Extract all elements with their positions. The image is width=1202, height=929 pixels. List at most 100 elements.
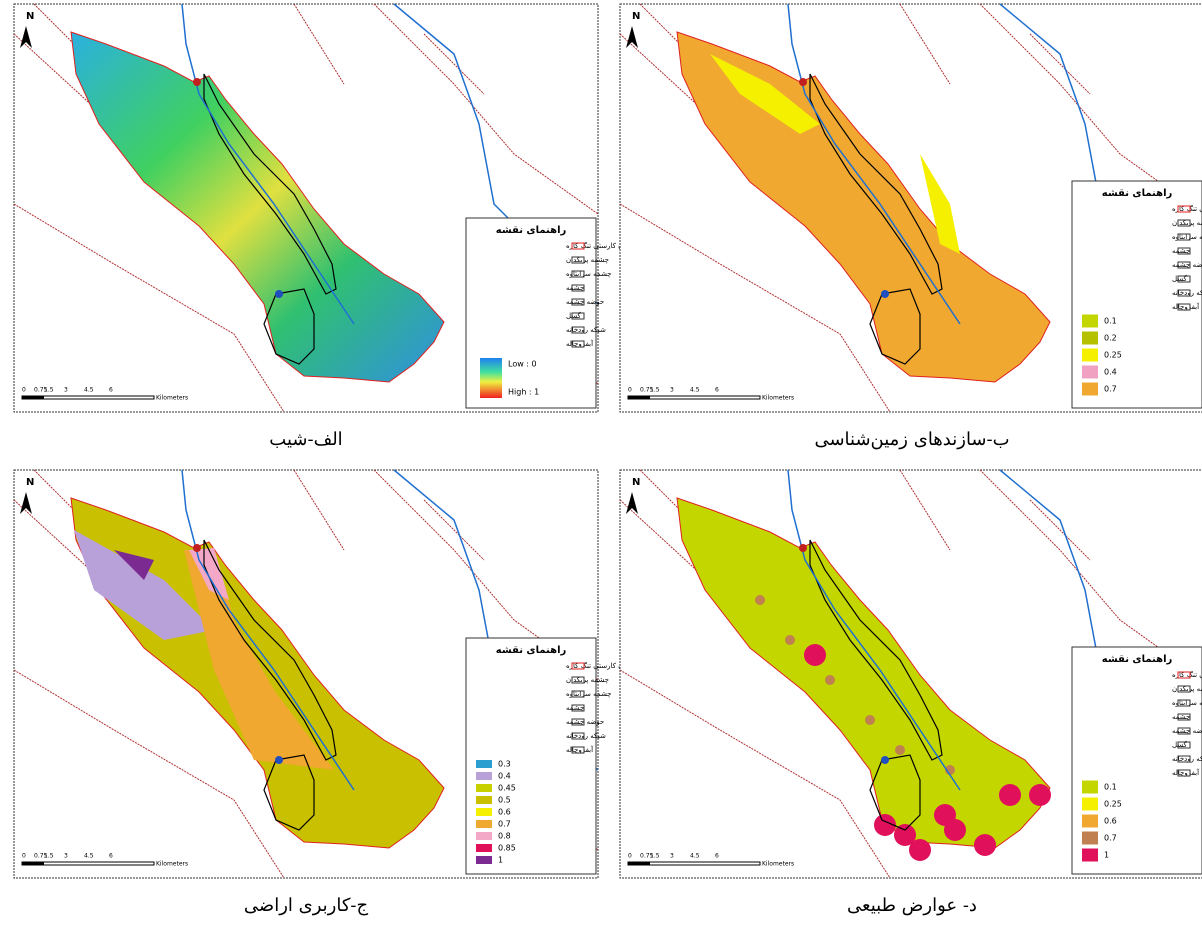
class-swatch <box>476 820 492 828</box>
class-label: 0.2 <box>1104 334 1117 343</box>
class-label: 0.5 <box>498 796 511 805</box>
scale-bar <box>628 862 650 865</box>
class-swatch <box>476 796 492 804</box>
spring <box>799 544 807 552</box>
legend-title: راهنمای نقشه <box>496 225 567 236</box>
scale-unit: Kilometers <box>762 395 794 402</box>
scale-unit: Kilometers <box>156 861 188 868</box>
class-label: 0.1 <box>1104 317 1117 326</box>
map-panel: N00.751.534.56Kilometersراهنمای نقشهمحدو… <box>14 4 662 412</box>
class-label: 0.6 <box>1104 817 1117 826</box>
class-label: 0.45 <box>498 784 516 793</box>
class-label: 0.25 <box>1104 351 1122 360</box>
buffer <box>999 784 1021 806</box>
north-label: N <box>26 477 34 488</box>
class-label: 0.85 <box>498 844 516 853</box>
buffer <box>895 745 905 755</box>
class-swatch <box>1082 383 1098 396</box>
north-label: N <box>632 477 640 488</box>
scale-label: 6 <box>715 853 719 860</box>
scale-label: 1.5 <box>650 853 660 860</box>
scale-label: 0 <box>22 387 26 394</box>
class-swatch <box>476 808 492 816</box>
class-label: 1 <box>1104 851 1109 860</box>
buffer <box>909 839 931 861</box>
scale-label: 0 <box>628 387 632 394</box>
panel-caption: ب-سازندهای زمین‌شناسی <box>814 429 1009 450</box>
class-swatch <box>1082 849 1098 862</box>
scale-label: 3 <box>670 387 674 394</box>
spring <box>275 756 283 764</box>
class-swatch <box>1082 315 1098 328</box>
class-swatch <box>1082 349 1098 362</box>
scale-label: 4.5 <box>690 387 700 394</box>
scale-bar <box>22 396 44 399</box>
scale-unit: Kilometers <box>762 861 794 868</box>
scale-unit: Kilometers <box>156 395 188 402</box>
panel-caption: ج-کاربری اراضی <box>244 895 369 916</box>
legend-title: راهنمای نقشه <box>496 645 567 656</box>
gradient-ramp <box>480 358 502 398</box>
panel-caption: د- عوارض طبیعی <box>847 895 977 916</box>
class-swatch <box>476 832 492 840</box>
spring <box>881 756 889 764</box>
map-panel: N00.751.534.56Kilometersراهنمای نقشهمحدو… <box>14 470 662 878</box>
scale-label: 4.5 <box>690 853 700 860</box>
north-label: N <box>26 11 34 22</box>
scale-label: 3 <box>670 853 674 860</box>
class-label: 1 <box>498 856 503 865</box>
north-label: N <box>632 11 640 22</box>
spring <box>799 78 807 86</box>
class-label: 0.3 <box>498 760 511 769</box>
scale-label: 3 <box>64 853 68 860</box>
buffer <box>804 644 826 666</box>
class-swatch <box>476 844 492 852</box>
legend-title: راهنمای نقشه <box>1102 188 1173 199</box>
class-label: 0.4 <box>1104 368 1117 377</box>
buffer <box>865 715 875 725</box>
scale-label: 6 <box>109 387 113 394</box>
buffer <box>944 819 966 841</box>
class-swatch <box>1082 798 1098 811</box>
buffer <box>1029 784 1051 806</box>
legend-title: راهنمای نقشه <box>1102 654 1173 665</box>
class-swatch <box>1082 832 1098 845</box>
scale-label: 6 <box>109 853 113 860</box>
class-label: 0.7 <box>1104 834 1117 843</box>
class-swatch <box>476 760 492 768</box>
class-swatch <box>1082 366 1098 379</box>
scale-bar <box>628 396 650 399</box>
class-label: 0.6 <box>498 808 511 817</box>
scale-label: 3 <box>64 387 68 394</box>
panel-caption: الف-شیب <box>269 429 342 450</box>
scale-label: 1.5 <box>650 387 660 394</box>
scale-label: 0 <box>22 853 26 860</box>
class-swatch <box>476 856 492 864</box>
class-label: 0.4 <box>498 772 511 781</box>
scale-label: 1.5 <box>44 853 54 860</box>
class-label: 0.7 <box>1104 385 1117 394</box>
spring <box>193 78 201 86</box>
spring <box>881 290 889 298</box>
figure: N00.751.534.56Kilometersراهنمای نقشهمحدو… <box>0 0 1202 929</box>
class-swatch <box>1082 815 1098 828</box>
buffer <box>974 834 996 856</box>
scale-bar <box>22 862 44 865</box>
class-swatch <box>1082 332 1098 345</box>
scale-label: 4.5 <box>84 853 94 860</box>
class-swatch <box>476 772 492 780</box>
class-label: 0.25 <box>1104 800 1122 809</box>
buffer <box>785 635 795 645</box>
scale-label: 4.5 <box>84 387 94 394</box>
class-label: 0.1 <box>1104 783 1117 792</box>
scale-label: 1.5 <box>44 387 54 394</box>
class-swatch <box>476 784 492 792</box>
buffer <box>755 595 765 605</box>
gradient-high: High : 1 <box>508 388 539 397</box>
gradient-low: Low : 0 <box>508 360 537 369</box>
class-swatch <box>1082 781 1098 794</box>
spring <box>275 290 283 298</box>
class-label: 0.7 <box>498 820 511 829</box>
